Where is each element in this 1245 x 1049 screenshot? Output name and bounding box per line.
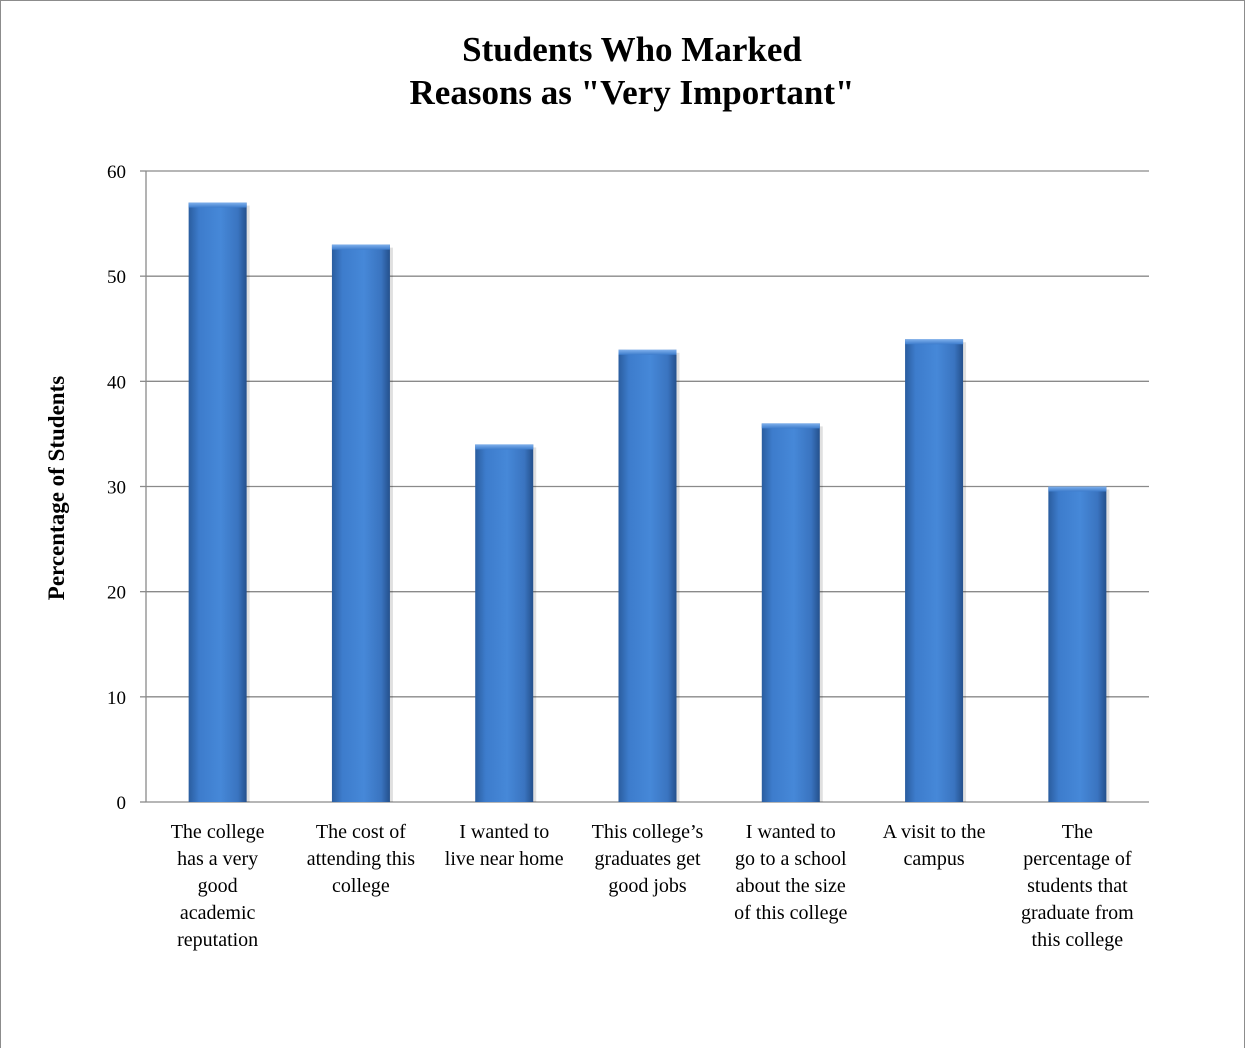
- bar: [905, 339, 967, 802]
- x-category-label-line: about the size: [736, 875, 846, 897]
- x-category-label-line: The cost of: [316, 821, 406, 843]
- y-tick-label: 0: [117, 793, 127, 814]
- x-category-label-line: good jobs: [608, 875, 687, 897]
- bar-cap: [905, 339, 964, 345]
- x-category-label: A visit to the campus: [883, 821, 986, 870]
- x-category-label-line: I wanted to: [746, 821, 836, 843]
- x-category-label-line: attending this: [307, 848, 416, 870]
- x-category-label: The college has a very good academic reputat…: [171, 821, 265, 951]
- bar-cap: [1048, 486, 1107, 492]
- y-axis-label: Percentage of Students: [44, 376, 69, 600]
- bar: [475, 444, 537, 802]
- x-category-label-line: The: [1062, 821, 1093, 843]
- x-category-label: I wanted to go to a school about the size o…: [734, 821, 847, 924]
- bar-body: [1048, 486, 1107, 802]
- x-category-label-line: has a very: [177, 848, 258, 870]
- x-category-label-line: graduate from: [1021, 902, 1134, 924]
- bar-body: [905, 339, 964, 802]
- x-category-label-line: reputation: [177, 929, 258, 951]
- y-tick-label: 20: [107, 583, 126, 604]
- y-axis-label-group: Percentage of Students: [44, 376, 69, 600]
- x-category-label-line: students that: [1027, 875, 1128, 897]
- bar: [761, 423, 823, 802]
- y-tick-label: 30: [107, 478, 126, 499]
- chart-title: Students Who Marked Reasons as "Very Impo…: [410, 30, 855, 112]
- y-tick-label: 10: [107, 688, 126, 709]
- bar-body: [761, 423, 820, 802]
- bar-body: [618, 349, 677, 802]
- x-category-label: The percentage of students that graduate fr…: [1021, 821, 1134, 951]
- x-category-label: The cost of attending this college: [307, 821, 416, 897]
- chart-title-line-1: Students Who Marked: [462, 30, 802, 69]
- bar-cap: [618, 349, 677, 355]
- bar-body: [188, 202, 247, 803]
- x-category-label-line: This college’s: [592, 821, 704, 843]
- x-category-label: I wanted to live near home: [445, 821, 564, 870]
- y-tick-labels: 0 10 20 30 40 50 60: [107, 162, 126, 814]
- bar: [331, 244, 393, 802]
- bar-cap: [188, 202, 247, 208]
- x-category-label-line: this college: [1032, 929, 1124, 951]
- bars: [188, 202, 1110, 803]
- x-category-label-line: A visit to the: [883, 821, 986, 843]
- y-tick-label: 40: [107, 372, 126, 393]
- bar-body: [475, 444, 534, 802]
- bar-body: [331, 244, 390, 802]
- x-category-label-line: college: [332, 875, 390, 897]
- x-category-label-line: campus: [904, 848, 965, 870]
- x-category-label: This college’s graduates get good jobs: [592, 821, 704, 897]
- x-category-label-line: graduates get: [594, 848, 701, 870]
- x-category-label-line: The college: [171, 821, 265, 843]
- x-category-label-line: academic: [180, 902, 256, 924]
- x-category-label-line: I wanted to: [459, 821, 549, 843]
- bar-cap: [331, 244, 390, 250]
- x-category-label-line: live near home: [445, 848, 564, 870]
- x-category-label-line: of this college: [734, 902, 847, 924]
- y-tick-label: 50: [107, 267, 126, 288]
- bar: [188, 202, 250, 803]
- chart-title-line-2: Reasons as "Very Important": [410, 73, 855, 112]
- bar: [1048, 486, 1110, 802]
- x-category-label-line: percentage of: [1023, 848, 1132, 870]
- bar-cap: [761, 423, 820, 429]
- x-category-label-line: go to a school: [735, 848, 847, 870]
- x-category-label-line: good: [198, 875, 238, 897]
- category-labels: The college has a very good academic reputat…: [171, 821, 1134, 951]
- y-tick-label: 60: [107, 162, 126, 183]
- bar: [618, 349, 680, 802]
- bar-cap: [475, 444, 534, 450]
